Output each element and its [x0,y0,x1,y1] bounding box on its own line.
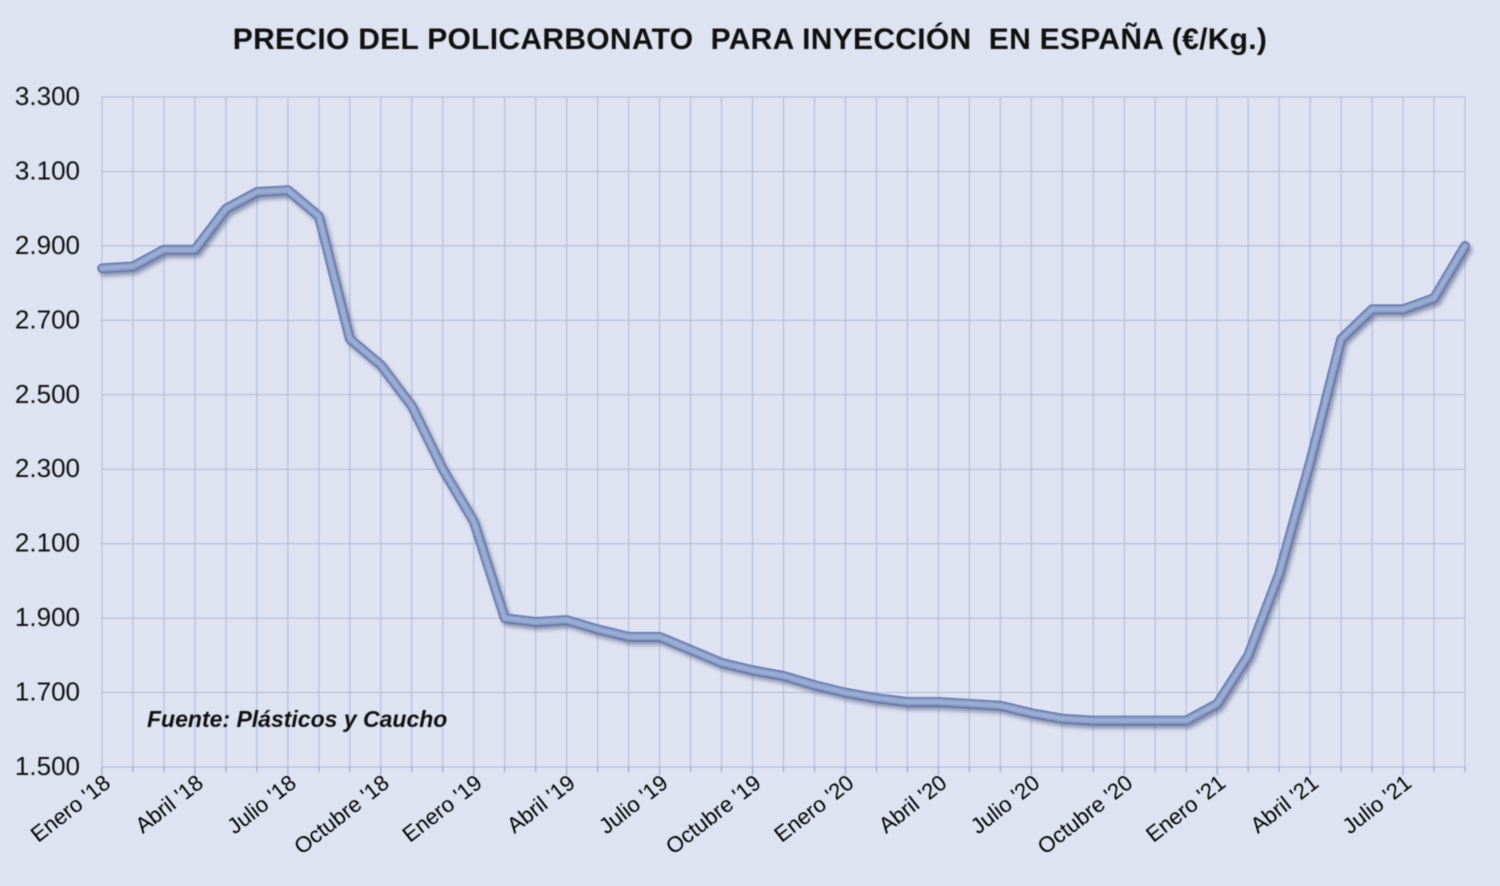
svg-text:1.900: 1.900 [15,602,80,632]
svg-text:Enero '18: Enero '18 [26,770,115,847]
svg-text:Octubre '18: Octubre '18 [289,770,393,859]
svg-text:Fuente: Plásticos y Caucho: Fuente: Plásticos y Caucho [147,706,447,732]
svg-text:Enero '20: Enero '20 [769,770,858,847]
svg-text:Abril '18: Abril '18 [130,770,207,838]
svg-text:Octubre '19: Octubre '19 [661,770,765,859]
svg-text:Enero '21: Enero '21 [1141,770,1230,847]
svg-text:Abril '20: Abril '20 [874,770,951,838]
svg-text:Enero '19: Enero '19 [398,770,487,847]
svg-text:2.300: 2.300 [15,453,80,483]
svg-text:3.300: 3.300 [15,81,80,111]
svg-text:Octubre '20: Octubre '20 [1033,770,1137,859]
svg-text:Julio '18: Julio '18 [222,770,300,839]
svg-text:2.500: 2.500 [15,379,80,409]
svg-text:Julio '19: Julio '19 [594,770,672,839]
svg-text:Abril '19: Abril '19 [502,770,579,838]
svg-text:Julio '21: Julio '21 [1338,770,1416,839]
svg-text:2.700: 2.700 [15,304,80,334]
svg-text:2.100: 2.100 [15,528,80,558]
svg-text:Abril '21: Abril '21 [1246,770,1323,838]
svg-text:1.700: 1.700 [15,677,80,707]
svg-text:3.100: 3.100 [15,155,80,185]
svg-text:2.900: 2.900 [15,230,80,260]
svg-text:1.500: 1.500 [15,751,80,781]
svg-text:Julio '20: Julio '20 [966,770,1044,839]
